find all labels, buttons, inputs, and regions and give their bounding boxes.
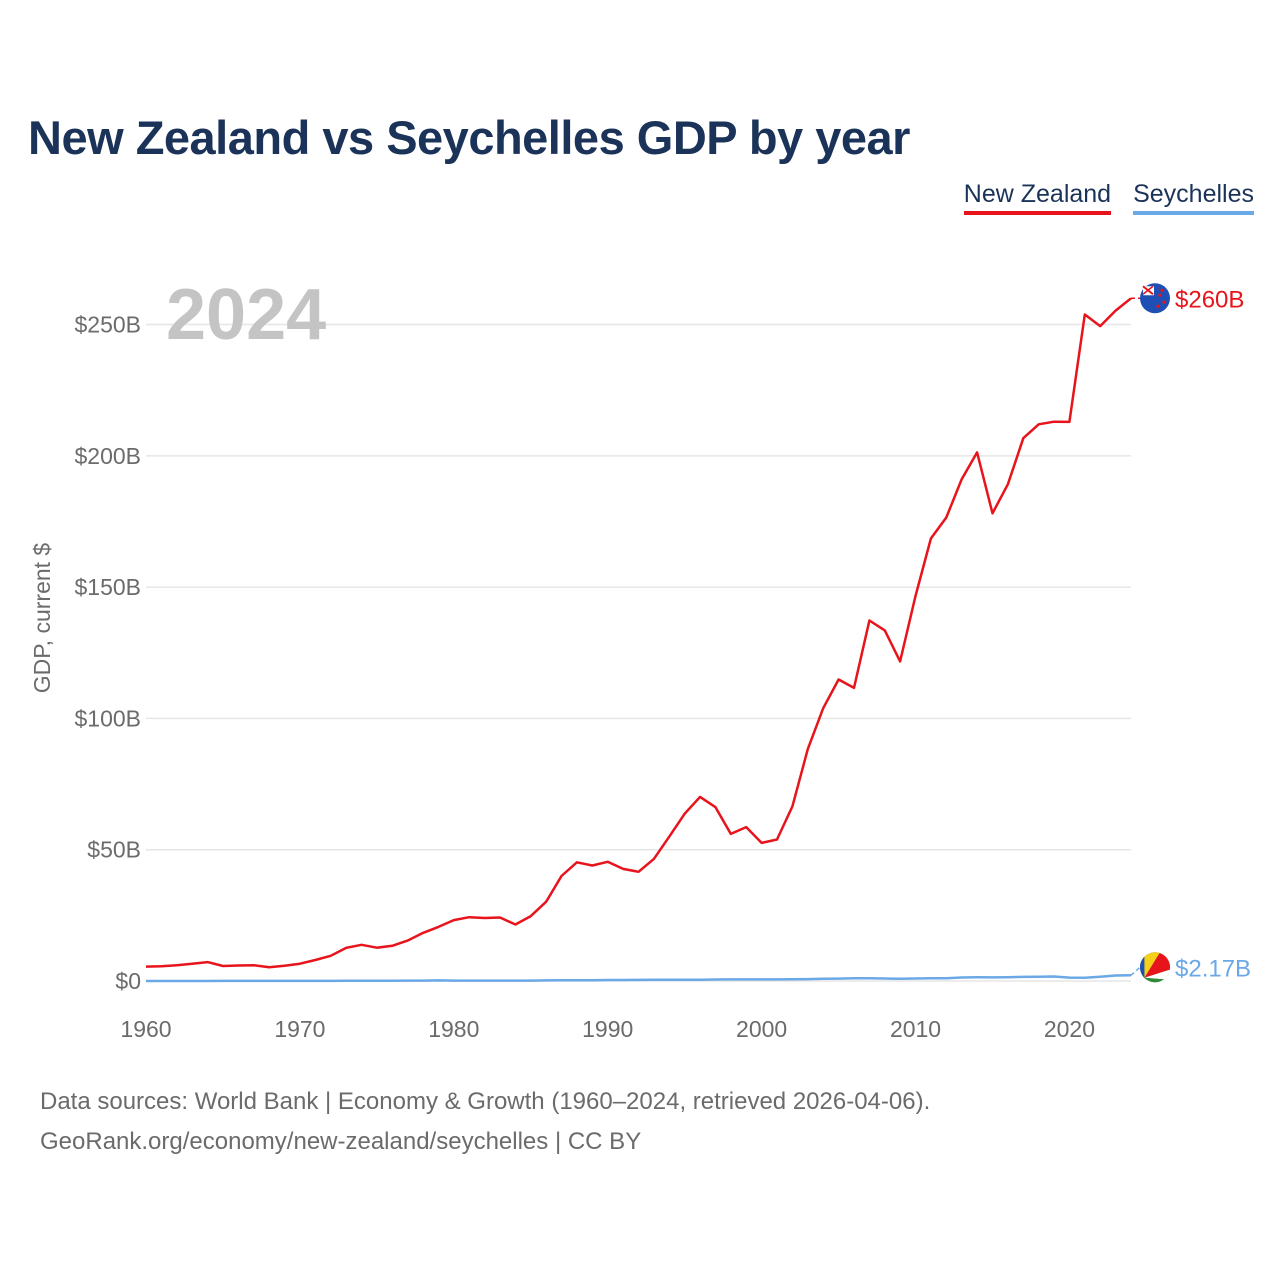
y-tick-label: $250B (74, 312, 141, 338)
y-tick-label: $150B (74, 574, 141, 600)
data-source-note: Data sources: World Bank | Economy & Gro… (40, 1088, 931, 1115)
flag-band (1144, 953, 1170, 978)
flag-band (1144, 977, 1164, 983)
flag-star (1162, 300, 1166, 304)
series-line-seychelles (146, 974, 1132, 983)
flag-cross (1142, 285, 1154, 295)
new-zealand-flag-icon (1140, 283, 1170, 314)
flag-star (1156, 304, 1160, 308)
end-label-seychelles: $2.17B (1175, 955, 1251, 982)
flag-star (1160, 288, 1164, 292)
x-tick-label: 1980 (428, 1016, 479, 1042)
x-tick-label: 1970 (274, 1016, 325, 1042)
x-tick-label: 1960 (120, 1016, 171, 1042)
flag-band (1144, 952, 1160, 978)
y-tick-label: $0 (115, 968, 141, 994)
flag-band (1144, 969, 1170, 980)
x-tick-label: 2000 (736, 1016, 787, 1042)
footer: Data sources: World Bank | Economy & Gro… (40, 1082, 930, 1162)
y-tick-label: $200B (74, 443, 141, 469)
legend: New Zealand Seychelles (963, 180, 1254, 215)
end-connector-seychelles (1130, 966, 1141, 976)
source-link[interactable]: GeoRank.org/economy/new-zealand/seychell… (40, 1128, 642, 1155)
x-tick-label: 2020 (1044, 1016, 1095, 1042)
end-label-new-zealand: $260B (1175, 286, 1244, 313)
series-line-new-zealand (145, 297, 1132, 969)
page-title: New Zealand vs Seychelles GDP by year (28, 111, 910, 164)
x-tick-label: 1990 (582, 1016, 633, 1042)
seychelles-flag-icon (1140, 952, 1170, 983)
y-axis-title: GDP, current $ (29, 543, 55, 694)
legend-item-seychelles[interactable]: Seychelles (1133, 180, 1254, 215)
flag-star (1158, 293, 1162, 297)
year-watermark: 2024 (166, 275, 326, 355)
y-tick-label: $50B (87, 837, 141, 863)
flag-band (1140, 956, 1145, 978)
legend-item-new-zealand[interactable]: New Zealand (963, 180, 1112, 215)
x-tick-label: 2010 (890, 1016, 941, 1042)
y-tick-label: $100B (74, 705, 141, 731)
